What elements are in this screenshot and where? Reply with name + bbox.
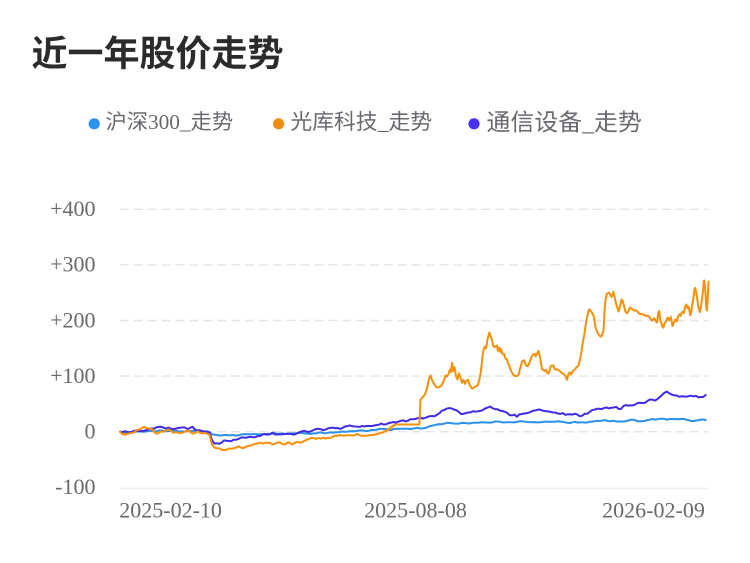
svg-text:-100: -100: [55, 474, 95, 499]
svg-text:+200: +200: [50, 307, 95, 332]
svg-text:+300: +300: [50, 252, 95, 277]
svg-text:_: _: [581, 111, 595, 137]
svg-text:2025-08-08: 2025-08-08: [364, 497, 467, 522]
svg-text:+100: +100: [50, 363, 95, 388]
svg-text:_: _: [377, 110, 390, 134]
svg-text:0: 0: [85, 419, 96, 444]
svg-text:2025-02-10: 2025-02-10: [119, 497, 222, 522]
svg-text:2026-02-09: 2026-02-09: [602, 497, 705, 522]
svg-text:+400: +400: [50, 196, 95, 221]
svg-text:300_: 300_: [148, 110, 191, 134]
